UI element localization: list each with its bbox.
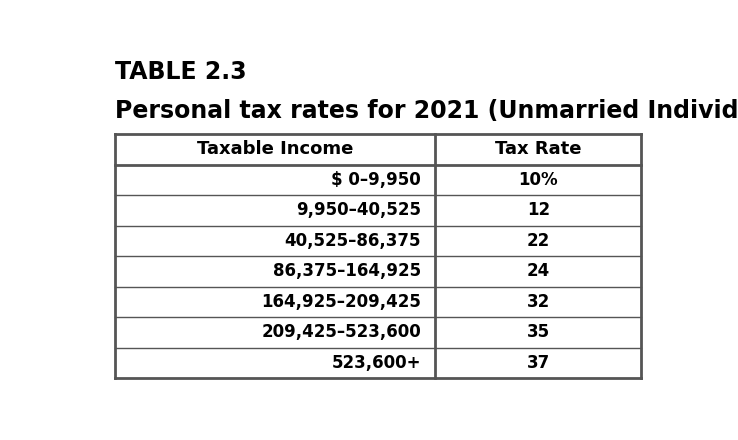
- Text: TABLE 2.3: TABLE 2.3: [115, 59, 246, 84]
- Text: 86,375–164,925: 86,375–164,925: [273, 262, 421, 280]
- Text: Tax Rate: Tax Rate: [495, 140, 582, 158]
- Text: 24: 24: [527, 262, 550, 280]
- Text: 209,425–523,600: 209,425–523,600: [261, 323, 421, 341]
- Text: 164,925–209,425: 164,925–209,425: [261, 293, 421, 311]
- Text: Personal tax rates for 2021 (Unmarried Individuals): Personal tax rates for 2021 (Unmarried I…: [115, 99, 738, 122]
- Text: 22: 22: [527, 232, 550, 250]
- Text: 10%: 10%: [519, 171, 558, 189]
- Text: 35: 35: [527, 323, 550, 341]
- Text: $ 0–9,950: $ 0–9,950: [331, 171, 421, 189]
- Text: 40,525–86,375: 40,525–86,375: [285, 232, 421, 250]
- Text: Taxable Income: Taxable Income: [197, 140, 354, 158]
- Text: 12: 12: [527, 202, 550, 220]
- Text: 523,600+: 523,600+: [331, 354, 421, 372]
- Text: 37: 37: [527, 354, 550, 372]
- Text: 9,950–40,525: 9,950–40,525: [296, 202, 421, 220]
- Text: 32: 32: [527, 293, 550, 311]
